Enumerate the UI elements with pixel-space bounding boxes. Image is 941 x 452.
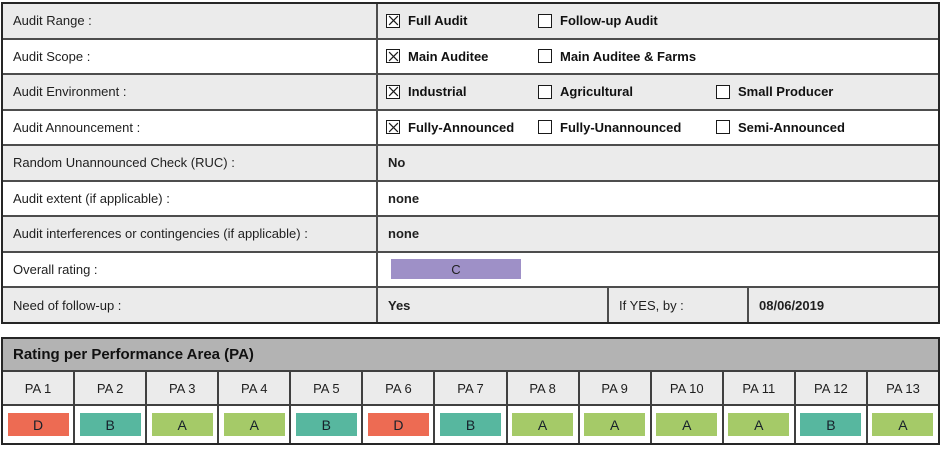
option-small-producer[interactable]: Small Producer	[716, 84, 833, 99]
pa-rating-badge: A	[223, 413, 285, 436]
row-audit-range: Audit Range : Full Audit Follow-up Audit	[3, 4, 938, 40]
pa-rating-badge: A	[728, 413, 790, 436]
option-main-auditee[interactable]: Main Auditee	[386, 49, 538, 64]
row-audit-scope: Audit Scope : Main Auditee Main Auditee …	[3, 39, 938, 75]
checkbox-checked-icon[interactable]	[386, 84, 400, 99]
audit-scope-label: Audit Scope :	[3, 39, 378, 73]
row-audit-environment: Audit Environment : Industrial Agricultu…	[3, 75, 938, 111]
pa-column-header: PA 2	[75, 372, 148, 404]
option-full-audit[interactable]: Full Audit	[386, 13, 538, 28]
option-fully-unannounced[interactable]: Fully-Unannounced	[538, 120, 716, 135]
audit-interferences-label: Audit interferences or contingencies (if…	[3, 217, 378, 251]
pa-header-row: PA 1 PA 2 PA 3 PA 4 PA 5 PA 6 PA 7 PA 8 …	[3, 372, 938, 406]
option-label: Agricultural	[560, 84, 633, 100]
audit-interferences-value: none	[388, 226, 420, 242]
row-audit-extent: Audit extent (if applicable) : none	[3, 181, 938, 217]
pa-rating-badge: B	[79, 413, 141, 436]
pa-column-header: PA 7	[435, 372, 508, 404]
row-need-follow-up: Need of follow-up : Yes If YES, by : 08/…	[3, 288, 938, 322]
option-label: Main Auditee & Farms	[560, 48, 697, 64]
option-semi-announced[interactable]: Semi-Announced	[716, 120, 845, 135]
option-label: Industrial	[408, 84, 467, 100]
audit-range-options: Full Audit Follow-up Audit	[378, 4, 938, 38]
pa-rating-badge: A	[151, 413, 213, 436]
option-label: Main Auditee	[408, 48, 489, 64]
option-label: Follow-up Audit	[560, 13, 658, 29]
option-main-auditee-farms[interactable]: Main Auditee & Farms	[538, 49, 716, 64]
checkbox-checked-icon[interactable]	[386, 49, 400, 64]
pa-rating-badge: D	[367, 413, 429, 436]
row-audit-announcement: Audit Announcement : Fully-Announced Ful…	[3, 110, 938, 146]
pa-rating-badge: B	[295, 413, 357, 436]
pa-rating-badge: B	[800, 413, 862, 436]
pa-column-header: PA 11	[724, 372, 796, 404]
checkbox-unchecked-icon[interactable]	[538, 120, 552, 135]
option-agricultural[interactable]: Agricultural	[538, 84, 716, 99]
pa-column-header: PA 4	[219, 372, 292, 404]
pa-rating-badge: A	[512, 413, 574, 436]
pa-rating-badge: D	[7, 413, 69, 436]
checkbox-checked-icon[interactable]	[386, 13, 400, 28]
pa-column-header: PA 12	[796, 372, 868, 404]
audit-environment-label: Audit Environment :	[3, 75, 378, 109]
ruc-value: No	[388, 155, 406, 171]
if-yes-by-label: If YES, by :	[609, 288, 749, 322]
option-label: Semi-Announced	[738, 119, 845, 135]
checkbox-unchecked-icon[interactable]	[716, 120, 730, 135]
checkbox-unchecked-icon[interactable]	[538, 84, 552, 99]
audit-range-label: Audit Range :	[3, 4, 378, 38]
audit-summary-table: Audit Range : Full Audit Follow-up Audit…	[1, 2, 940, 324]
follow-up-date: 08/06/2019	[759, 297, 825, 313]
pa-column-header: PA 1	[3, 372, 76, 404]
overall-rating-badge: C	[391, 259, 521, 280]
pa-column-header: PA 9	[580, 372, 652, 404]
audit-environment-options: Industrial Agricultural Small Producer	[378, 75, 938, 109]
option-label: Fully-Announced	[408, 119, 515, 135]
pa-rating-badge: A	[872, 413, 934, 436]
option-follow-up-audit[interactable]: Follow-up Audit	[538, 13, 716, 28]
pa-column-header: PA 5	[291, 372, 364, 404]
pa-rating-row: D B A A B D B A A A A B A	[3, 406, 938, 443]
audit-extent-value: none	[388, 190, 420, 206]
row-audit-interferences: Audit interferences or contingencies (if…	[3, 217, 938, 253]
row-ruc: Random Unannounced Check (RUC) : No	[3, 146, 938, 182]
audit-extent-label: Audit extent (if applicable) :	[3, 181, 378, 215]
row-overall-rating: Overall rating : C	[3, 252, 938, 288]
pa-rating-badge: A	[656, 413, 718, 436]
pa-rating-badge: B	[440, 413, 501, 436]
need-follow-up-label: Need of follow-up :	[3, 288, 378, 322]
option-industrial[interactable]: Industrial	[386, 84, 538, 99]
audit-announcement-options: Fully-Announced Fully-Unannounced Semi-A…	[378, 111, 938, 145]
audit-announcement-label: Audit Announcement :	[3, 110, 378, 144]
checkbox-unchecked-icon[interactable]	[716, 84, 730, 99]
follow-up-value: Yes	[378, 288, 609, 322]
option-label: Full Audit	[408, 13, 468, 29]
pa-column-header: PA 13	[886, 380, 920, 396]
audit-scope-options: Main Auditee Main Auditee & Farms	[378, 40, 938, 74]
checkbox-unchecked-icon[interactable]	[538, 49, 552, 64]
pa-table-title: Rating per Performance Area (PA)	[3, 339, 938, 372]
pa-rating-badge: A	[584, 413, 646, 436]
pa-column-header: PA 6	[363, 372, 436, 404]
ruc-label: Random Unannounced Check (RUC) :	[3, 146, 378, 180]
pa-column-header: PA 3	[147, 372, 220, 404]
overall-rating-label: Overall rating :	[3, 252, 378, 286]
option-label: Small Producer	[738, 84, 834, 100]
pa-column-header: PA 10	[652, 372, 724, 404]
table-gap	[1, 324, 940, 337]
pa-column-header: PA 8	[508, 372, 580, 404]
option-label: Fully-Unannounced	[560, 119, 682, 135]
checkbox-checked-icon[interactable]	[386, 120, 400, 135]
option-fully-announced[interactable]: Fully-Announced	[386, 120, 538, 135]
pa-rating-table: Rating per Performance Area (PA) PA 1 PA…	[1, 337, 940, 445]
checkbox-unchecked-icon[interactable]	[538, 13, 552, 28]
